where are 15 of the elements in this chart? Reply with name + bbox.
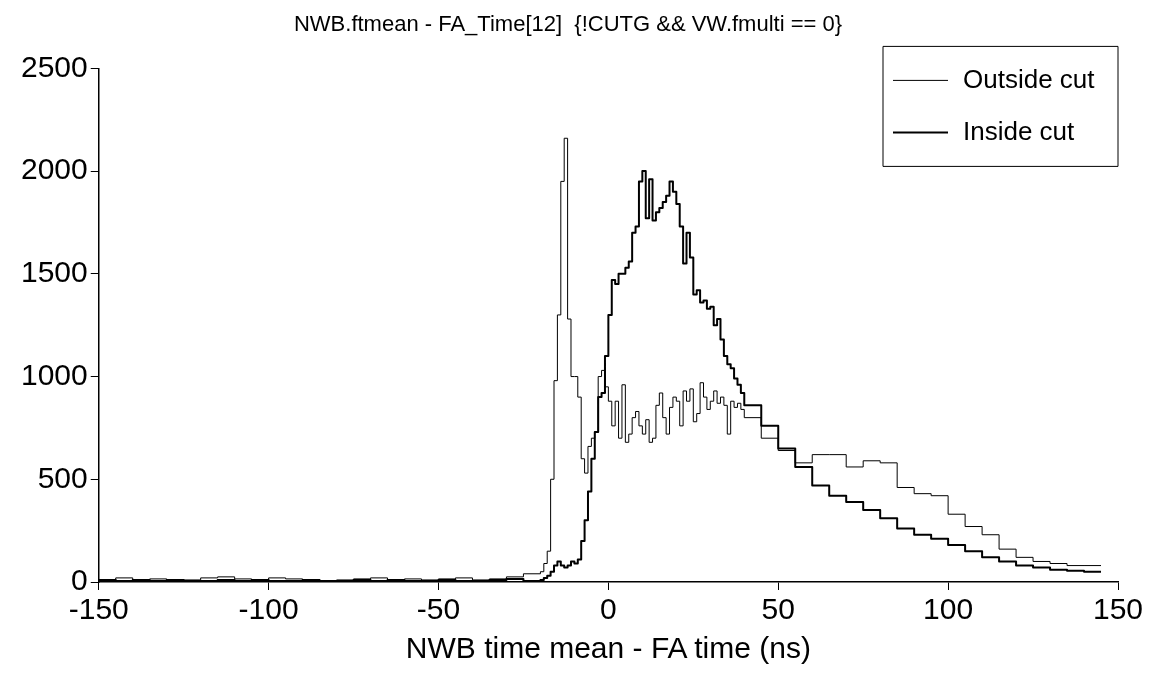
x-axis-title: NWB time mean - FA time (ns) [405,631,811,665]
legend-label: Outside cut [963,63,1096,94]
x-tick-label: -100 [238,592,299,626]
x-tick-label: 0 [600,592,617,626]
y-tick-label: 1000 [20,357,88,391]
x-tick-label: -50 [416,592,461,626]
x-tick-label: 50 [761,592,795,626]
x-tick-label: 150 [1092,592,1144,626]
y-tick-label: 2500 [20,49,88,83]
legend-label: Inside cut [963,115,1076,146]
y-tick-label: 2000 [20,152,88,186]
y-tick-label: 1500 [20,255,88,289]
chart-title: NWB.ftmean - FA_Time[12] {!CUTG && VW.fmulti == 0} [293,11,843,37]
y-tick-label: 500 [37,460,88,494]
x-tick-label: 100 [923,592,974,626]
